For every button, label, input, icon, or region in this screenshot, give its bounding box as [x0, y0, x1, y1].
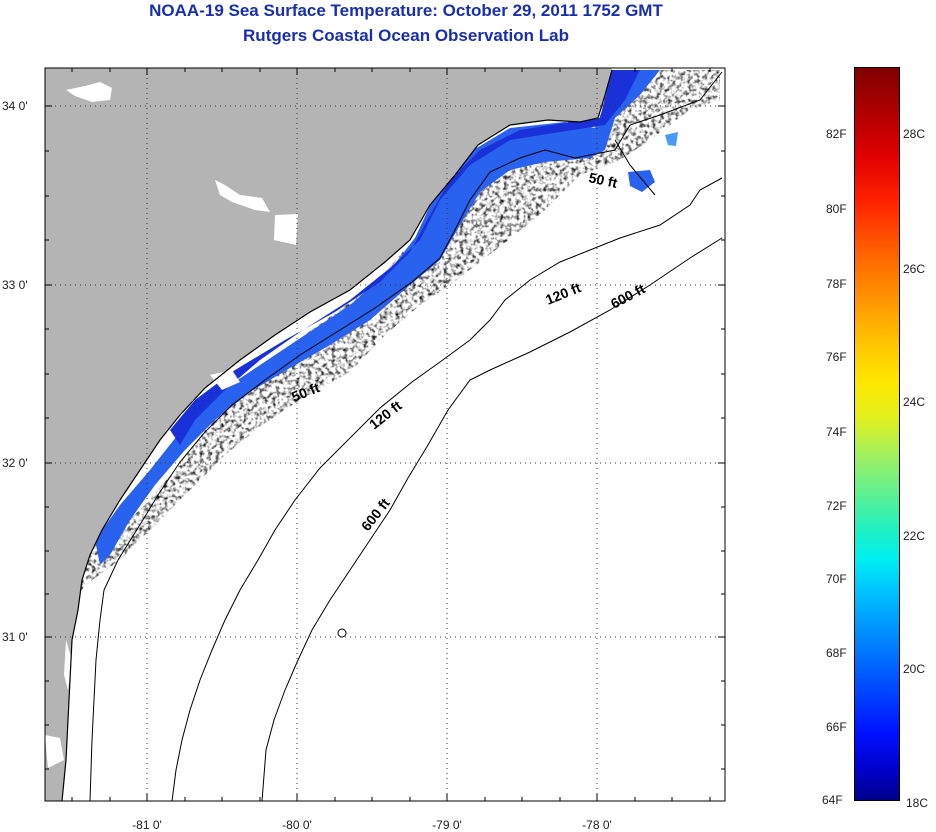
- inland-water-6: [210, 370, 240, 390]
- inland-water-3: [274, 214, 298, 245]
- axis-ticks: [45, 68, 725, 801]
- lon-label-80: -80 0': [282, 818, 312, 832]
- inland-water-1: [66, 82, 112, 102]
- lat-label-31: 31 0': [2, 630, 28, 644]
- colorbar-c-20: 20C: [903, 662, 926, 676]
- lon-label-81: -81 0': [132, 818, 162, 832]
- sst-band-outer: [62, 70, 720, 600]
- isobath-600ft: [261, 237, 723, 801]
- lon-label-78: -78 0': [582, 818, 612, 832]
- colorbar: [854, 67, 900, 801]
- colorbar-f-80: 80F: [826, 202, 847, 216]
- colorbar-f-82: 82F: [826, 127, 847, 141]
- lon-label-79: -79 0': [432, 818, 462, 832]
- colorbar-f-70: 70F: [826, 572, 847, 586]
- shoal-line: [614, 139, 656, 196]
- grid-lines: [45, 68, 725, 801]
- colorbar-c-18: 18C: [906, 796, 929, 810]
- colorbar-f-68: 68F: [826, 646, 847, 660]
- colorbar-f-76: 76F: [826, 350, 847, 364]
- colorbar-f-74: 74F: [826, 425, 847, 439]
- lat-label-32: 32 0': [2, 456, 28, 470]
- lat-label-33: 33 0': [2, 278, 28, 292]
- isobath-50ft: [89, 71, 723, 801]
- colorbar-c-26: 26C: [903, 262, 926, 276]
- sst-patch-offshore: [665, 132, 678, 146]
- contour-label-50ft-north: 50 ft: [587, 169, 619, 191]
- map-frame: [44, 67, 726, 802]
- colorbar-f-64: 64F: [822, 793, 843, 807]
- coastline: [61, 69, 613, 801]
- colorbar-f-72: 72F: [826, 499, 847, 513]
- seamount-contour: [337, 628, 347, 638]
- title-line-1: NOAA-19 Sea Surface Temperature: October…: [149, 1, 663, 20]
- colorbar-f-66: 66F: [826, 720, 847, 734]
- colorbar-c-22: 22C: [903, 529, 926, 543]
- land-area: [45, 68, 612, 801]
- lat-label-34: 34 0': [2, 99, 28, 113]
- inland-water-2: [215, 180, 270, 212]
- isobath-120ft: [171, 177, 723, 801]
- inland-water-5: [64, 640, 72, 690]
- colorbar-f-78: 78F: [826, 277, 847, 291]
- colorbar-c-28: 28C: [903, 127, 926, 141]
- inland-water-4: [45, 735, 64, 768]
- colorbar-c-24: 24C: [903, 395, 926, 409]
- title-line-2: Rutgers Coastal Ocean Observation Lab: [243, 26, 569, 45]
